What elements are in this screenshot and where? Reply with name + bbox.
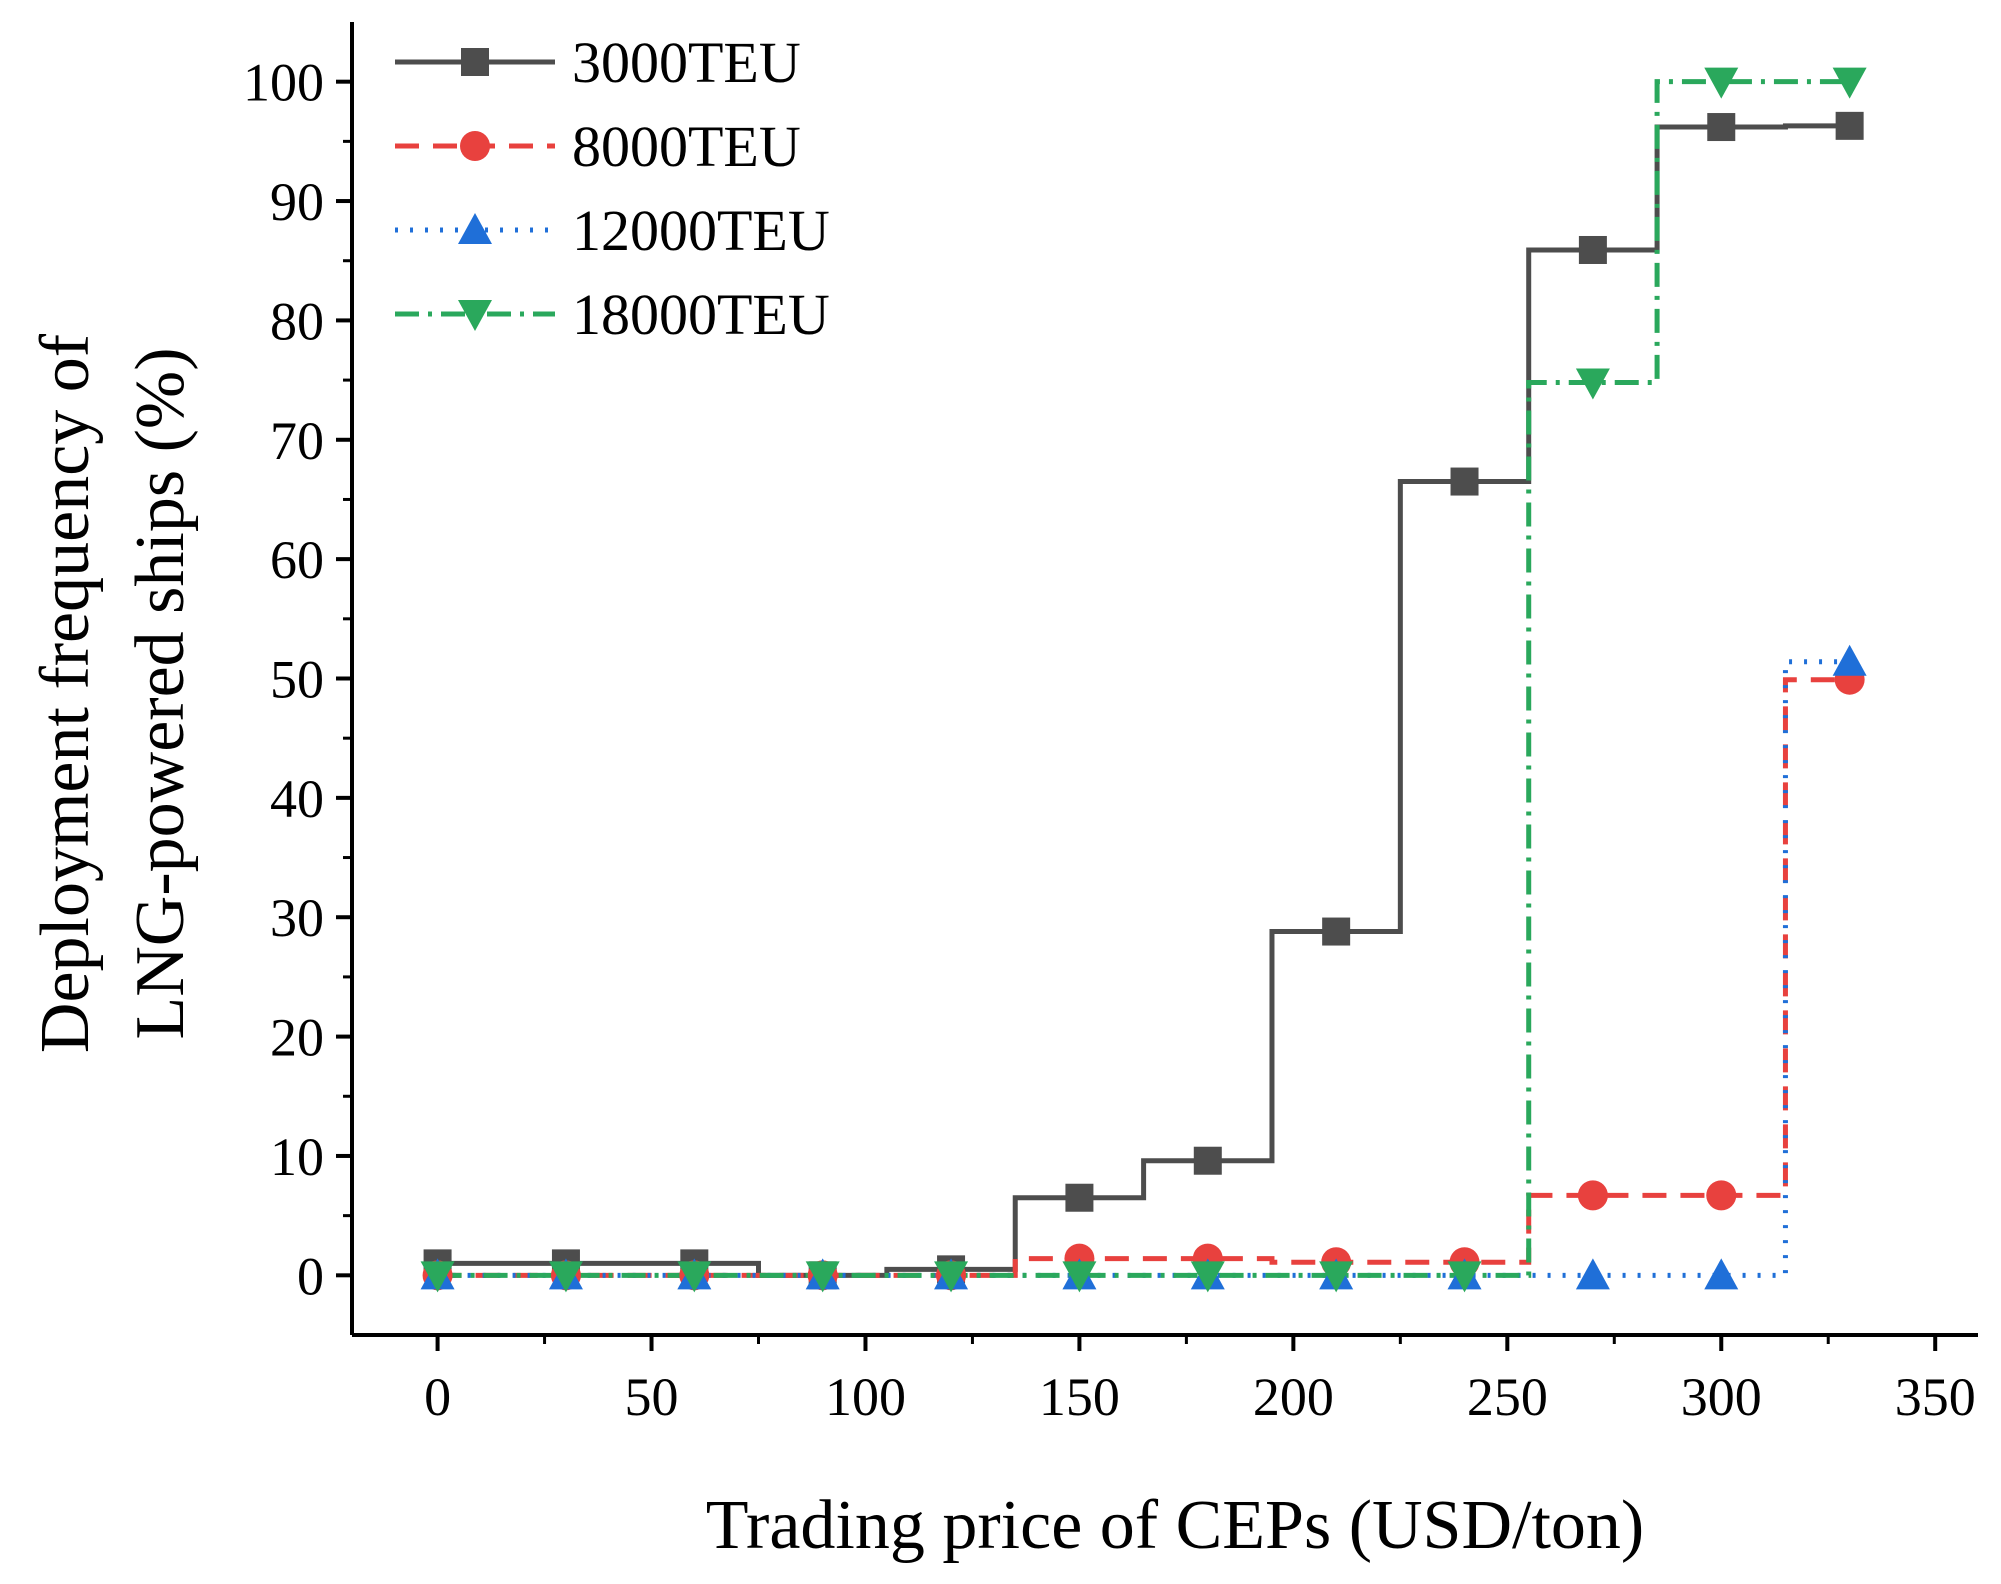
x-tick-label: 200	[1253, 1367, 1334, 1427]
data-point-18000TEU	[420, 1261, 455, 1293]
x-tick-label: 150	[1039, 1367, 1120, 1427]
y-tick-label: 100	[243, 53, 324, 113]
data-point-3000TEU	[1193, 1146, 1222, 1175]
y-axis-title-line-1: Deployment frequency of	[27, 333, 104, 1053]
data-point-8000TEU	[1706, 1180, 1737, 1211]
data-point-12000TEU	[1575, 1258, 1610, 1290]
y-tick-label: 0	[297, 1246, 324, 1306]
x-tick-label: 350	[1895, 1367, 1976, 1427]
data-point-3000TEU	[1578, 235, 1607, 264]
y-tick-label: 10	[270, 1127, 324, 1187]
data-point-3000TEU	[1065, 1183, 1094, 1212]
data-point-12000TEU	[1832, 644, 1867, 676]
y-tick-label: 60	[270, 530, 324, 590]
legend: 3000TEU 8000TEU 12000TEU 18000TEU	[395, 30, 830, 347]
legend-label: 18000TEU	[572, 282, 830, 347]
y-tick-label: 90	[270, 172, 324, 232]
y-tick-label: 50	[270, 650, 324, 710]
data-point-8000TEU	[1577, 1180, 1608, 1211]
x-tick-label: 0	[424, 1367, 451, 1427]
series-line-18000TEU	[437, 79, 1850, 1278]
data-point-18000TEU	[677, 1261, 712, 1293]
y-tick-label: 80	[270, 291, 324, 351]
data-point-18000TEU	[548, 1261, 583, 1293]
data-point-3000TEU	[1322, 917, 1351, 946]
x-tick-label: 100	[825, 1367, 906, 1427]
series-markers	[420, 67, 1867, 1293]
data-point-3000TEU	[1835, 111, 1864, 140]
y-tick-label: 40	[270, 769, 324, 829]
legend-marker-8000TEU	[460, 131, 490, 161]
y-tick-label: 30	[270, 888, 324, 948]
data-point-18000TEU	[805, 1261, 840, 1293]
x-tick-label: 300	[1681, 1367, 1762, 1427]
legend-marker-18000TEU	[458, 300, 492, 331]
legend-label: 8000TEU	[572, 114, 801, 179]
y-axis-title-line-2: LNG-powered ships (%)	[122, 347, 199, 1039]
data-point-18000TEU	[1704, 67, 1739, 99]
legend-marker-3000TEU	[461, 48, 489, 76]
data-point-18000TEU	[1575, 368, 1610, 400]
x-tick-label: 50	[625, 1367, 679, 1427]
y-tick-label: 70	[270, 411, 324, 471]
data-point-3000TEU	[1450, 467, 1479, 496]
data-point-18000TEU	[1832, 67, 1867, 99]
y-tick-label: 20	[270, 1008, 324, 1068]
legend-label: 3000TEU	[572, 30, 801, 95]
x-axis-title: Trading price of CEPs (USD/ton)	[706, 1487, 1645, 1564]
data-point-3000TEU	[1707, 113, 1736, 142]
data-point-18000TEU	[1447, 1261, 1482, 1293]
data-point-18000TEU	[1190, 1261, 1225, 1293]
data-point-12000TEU	[1704, 1258, 1739, 1290]
data-point-18000TEU	[934, 1261, 969, 1293]
x-tick-label: 250	[1467, 1367, 1548, 1427]
legend-label: 12000TEU	[572, 198, 830, 263]
legend-marker-12000TEU	[458, 213, 492, 244]
tick-group: 0 50 100 150 200 250 300 350 0 10 20 30 40 50 60 70 80 90…	[243, 22, 1978, 1427]
data-point-18000TEU	[1062, 1261, 1097, 1293]
data-point-18000TEU	[1319, 1261, 1354, 1293]
